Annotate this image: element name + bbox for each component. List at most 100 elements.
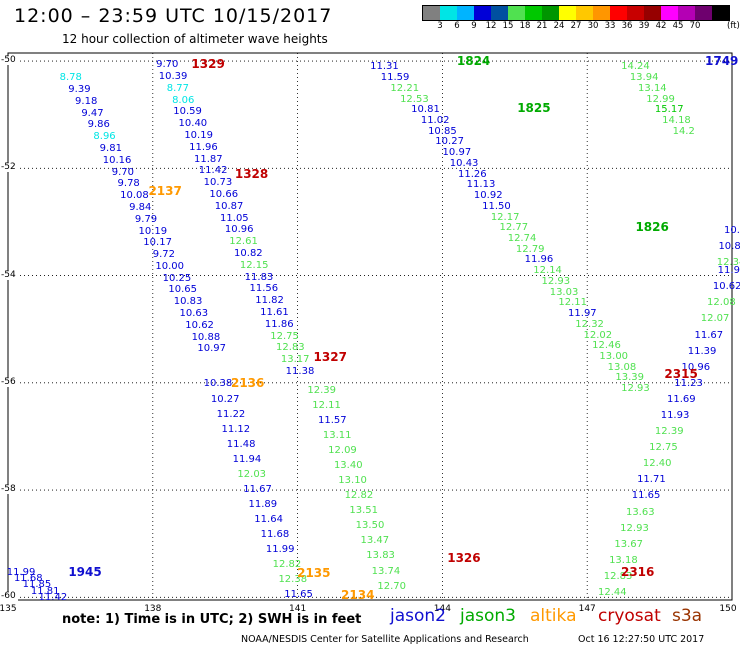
swh-label: 15.17 bbox=[654, 104, 684, 116]
swh-label: 11.98 bbox=[717, 265, 740, 277]
lat-label: -58 bbox=[1, 484, 18, 495]
swh-label: 10.00 bbox=[155, 260, 185, 272]
pass-label: 1327 bbox=[313, 350, 347, 365]
swh-label: 13.17 bbox=[280, 354, 310, 366]
colorbar-swatch bbox=[576, 6, 593, 20]
swh-label: 9.84 bbox=[129, 201, 152, 213]
colorbar-swatch bbox=[695, 6, 712, 20]
swh-label: 13.18 bbox=[609, 554, 638, 566]
lat-label: -52 bbox=[1, 162, 18, 173]
swh-label: 11.94 bbox=[232, 453, 262, 465]
pass-label: 2137 bbox=[148, 183, 182, 198]
satellite-s3a: s3a bbox=[672, 606, 703, 626]
swh-label: 11.97 bbox=[568, 308, 597, 320]
swh-label: 9.86 bbox=[87, 119, 110, 131]
swh-label: 11.65 bbox=[284, 589, 313, 601]
pass-label: 2316 bbox=[620, 564, 655, 579]
swh-label: 12.53 bbox=[400, 93, 429, 105]
swh-label: 11.42 bbox=[198, 165, 228, 177]
pass-label: 1326 bbox=[447, 551, 481, 566]
satellite-jason3: jason3 bbox=[460, 606, 516, 626]
swh-label: 10.97 bbox=[442, 147, 472, 159]
swh-label: 13.94 bbox=[629, 72, 659, 84]
swh-label: 11.65 bbox=[631, 490, 661, 502]
lon-label: 147 bbox=[578, 604, 596, 614]
colorbar-tick: 39 bbox=[638, 21, 650, 31]
colorbar-tick: 12 bbox=[485, 21, 497, 31]
swh-label: 12.39 bbox=[307, 385, 337, 397]
colorbar-tick: 30 bbox=[587, 21, 599, 31]
swh-label: 12.46 bbox=[592, 340, 621, 352]
colorbar-swatch bbox=[644, 6, 661, 20]
pass-label: 1825 bbox=[517, 101, 551, 116]
swh-label: 13.51 bbox=[349, 505, 379, 517]
swh-label: 12.70 bbox=[377, 580, 407, 592]
lon-label: 141 bbox=[289, 604, 307, 614]
swh-label: 11.61 bbox=[260, 307, 289, 319]
swh-label: 12.93 bbox=[541, 275, 571, 287]
swh-label: 11.64 bbox=[254, 514, 283, 526]
colorbar-swatch bbox=[508, 6, 525, 20]
swh-label: 13.47 bbox=[360, 535, 390, 547]
colorbar-tick: 3 bbox=[437, 21, 443, 31]
colorbar-tick: 36 bbox=[621, 21, 633, 31]
pass-label: 2135 bbox=[297, 566, 331, 581]
swh-label: 11.12 bbox=[221, 423, 251, 435]
pass-label: 1826 bbox=[635, 220, 669, 235]
swh-label: 10.63 bbox=[179, 308, 209, 320]
swh-label: 10.19 bbox=[138, 225, 168, 237]
swh-label: 8.77 bbox=[166, 82, 190, 94]
colorbar-tick: 21 bbox=[536, 21, 548, 31]
swh-label: 13.14 bbox=[638, 82, 667, 94]
swh-label: 11.87 bbox=[193, 153, 223, 165]
swh-label: 12.17 bbox=[490, 211, 520, 223]
swh-label: 12.82 bbox=[344, 490, 374, 502]
swh-label: 13.03 bbox=[549, 286, 579, 298]
swh-label: 14.24 bbox=[621, 61, 650, 73]
swh-label: 11.26 bbox=[457, 168, 487, 180]
swh-label: 12.75 bbox=[649, 442, 678, 454]
swh-label: 8.96 bbox=[93, 131, 116, 143]
lat-label: -60 bbox=[1, 591, 18, 602]
swh-label: 9.70 bbox=[156, 59, 179, 71]
swh-label: 13.63 bbox=[625, 506, 655, 518]
swh-label: 10.59 bbox=[173, 106, 202, 118]
colorbar-swatch bbox=[474, 6, 491, 20]
colorbar-tick: 15 bbox=[502, 21, 514, 31]
swh-label: 12.32 bbox=[575, 318, 604, 330]
swh-label: 11.71 bbox=[637, 474, 666, 486]
swh-label: 12.14 bbox=[533, 265, 562, 277]
swh-label: 11.38 bbox=[285, 366, 315, 377]
swh-label: 9.72 bbox=[152, 249, 176, 261]
swh-label: 10.43 bbox=[449, 157, 479, 169]
swh-label: 10.27 bbox=[210, 393, 240, 405]
swh-label: 9.81 bbox=[99, 142, 122, 154]
swh-label: 12.39 bbox=[654, 426, 684, 438]
colorbar-tick: 24 bbox=[553, 21, 565, 31]
swh-label: 12.83 bbox=[603, 570, 633, 582]
credit-text: NOAA/NESDIS Center for Satellite Applica… bbox=[241, 634, 529, 645]
swh-label: 12.21 bbox=[390, 82, 420, 94]
lon-label: 135 bbox=[0, 604, 17, 614]
lon-label: 144 bbox=[433, 604, 451, 614]
swh-label: 11.83 bbox=[244, 271, 274, 283]
swh-label: 12.77 bbox=[499, 222, 529, 234]
swh-label: 13.08 bbox=[607, 361, 637, 373]
swh-label: 11.67 bbox=[694, 329, 724, 341]
swh-label: 13.00 bbox=[599, 350, 629, 362]
swh-label: 10.16 bbox=[102, 154, 132, 166]
lat-label: -54 bbox=[1, 269, 18, 280]
swh-label: 10.17 bbox=[143, 237, 172, 249]
satellite-cryosat: cryosat bbox=[598, 606, 661, 626]
swh-label: 12.08 bbox=[707, 297, 736, 309]
swh-label: 10.40 bbox=[178, 118, 208, 130]
swh-label: 13.50 bbox=[355, 520, 385, 532]
swh-label: 11.22 bbox=[216, 408, 246, 420]
swh-label: 11.96 bbox=[189, 141, 218, 153]
swh-label: 11.81 bbox=[30, 585, 60, 597]
swh-label: 13.39 bbox=[615, 372, 644, 384]
colorbar-tick: 27 bbox=[570, 21, 582, 31]
colorbar-tick: 6 bbox=[454, 21, 460, 31]
